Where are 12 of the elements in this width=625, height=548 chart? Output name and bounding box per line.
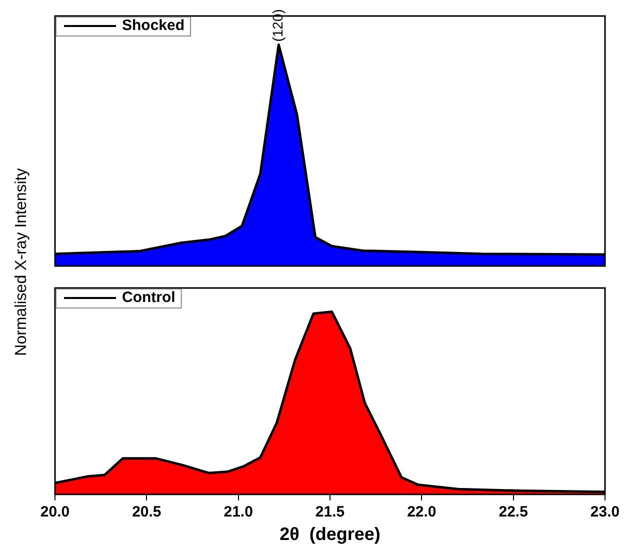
x-tick-label: 22.0 <box>407 504 436 521</box>
x-axis-title: 2θ (degree) <box>280 524 380 544</box>
x-tick-label: 20.5 <box>132 504 162 521</box>
x-tick-label: 23.0 <box>590 504 620 521</box>
annotation: (120) <box>270 9 286 42</box>
x-tick-label: 22.5 <box>498 504 528 521</box>
x-tick-label: 21.5 <box>315 504 345 521</box>
x-tick-label: 20.0 <box>40 504 70 521</box>
legend-label: Control <box>122 289 176 306</box>
y-axis-title: Normalised X-ray Intensity <box>13 168 31 356</box>
legend-label: Shocked <box>122 17 185 34</box>
x-tick-label: 21.0 <box>224 504 253 521</box>
